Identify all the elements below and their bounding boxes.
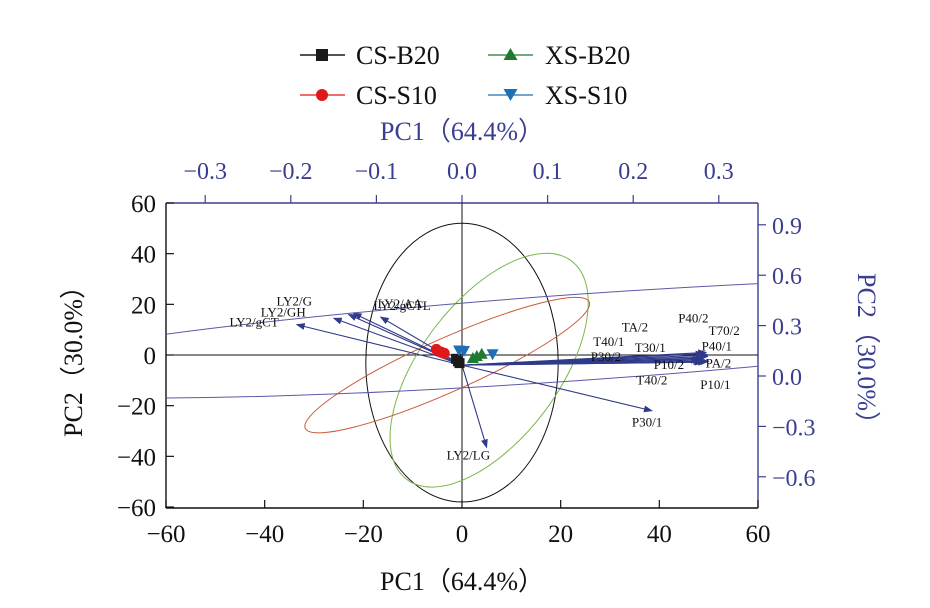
- confidence-ellipse-cs-s10: [304, 296, 591, 434]
- left-tick-label: −20: [117, 394, 156, 421]
- right-tick-label: −0.6: [772, 466, 816, 492]
- bottom-tick-label: 20: [548, 521, 573, 548]
- loading-label-ly2-lg: LY2/LG: [447, 447, 490, 462]
- score-point-xs-b20: [475, 347, 488, 359]
- loading-label-p40-2: P40/2: [678, 310, 708, 325]
- bottom-axis-title: PC1（64.4%）: [380, 567, 544, 596]
- top-tick-label: 0.3: [704, 159, 734, 185]
- loading-label-t30-1: T30/1: [635, 340, 666, 355]
- legend-marker-square-icon: [316, 49, 328, 61]
- loading-arrow-ly2-aa: [379, 316, 463, 366]
- loading-label-t40-1: T40/1: [593, 334, 624, 349]
- left-tick-label: −40: [117, 444, 156, 471]
- loading-label-ly2-gh: LY2/GH: [261, 304, 306, 319]
- top-tick-label: 0.1: [533, 159, 563, 185]
- top-tick-label: 0.0: [447, 159, 477, 185]
- legend-item-xs-b20[interactable]: XS-B20: [488, 41, 630, 70]
- loading-label-p30-2: P30/2: [591, 349, 621, 364]
- legend-marker-triangle-down-icon: [503, 89, 518, 101]
- loading-arrow-ly2-gct: [295, 323, 463, 366]
- score-point-xs-s10: [457, 345, 470, 357]
- loading-arrow-ly2-lg: [461, 364, 488, 449]
- bottom-tick-label: 0: [456, 521, 469, 548]
- legend-item-cs-s10[interactable]: CS-S10: [300, 81, 437, 110]
- right-tick-label: 0.9: [772, 214, 802, 240]
- right-axis-title: PC2（30.0%）: [852, 273, 881, 437]
- score-point-cs-s10: [438, 347, 450, 359]
- top-tick-label: 0.2: [618, 159, 648, 185]
- legend-item-xs-s10[interactable]: XS-S10: [488, 81, 627, 110]
- top-tick-label: −0.1: [355, 159, 399, 185]
- top-axis-title: PC1（64.4%）: [380, 117, 544, 146]
- legend-label-cs-s10: CS-S10: [356, 81, 437, 110]
- loading-label-p30-1: P30/1: [632, 415, 662, 430]
- legend: CS-B20 XS-B20 CS-S10 XS-S10: [300, 41, 630, 110]
- loading-label-t70-2: T70/2: [709, 323, 740, 338]
- loading-label-p10-2: P10/2: [654, 357, 684, 372]
- right-tick-label: −0.3: [772, 415, 816, 441]
- top-tick-label: −0.3: [183, 159, 227, 185]
- loading-arrow-p30-1: [461, 364, 653, 413]
- confidence-ellipse-xs-b20: [389, 252, 589, 488]
- legend-item-cs-b20[interactable]: CS-B20: [300, 41, 440, 70]
- loading-label-ly2-aa: LY2/AA: [378, 296, 424, 311]
- bottom-tick-label: −60: [146, 521, 185, 548]
- loading-arrow-p10-1: [461, 358, 708, 366]
- loading-label-p10-1: P10/1: [700, 377, 730, 392]
- left-tick-label: 40: [131, 242, 156, 269]
- loading-label-pa-2: PA/2: [706, 355, 732, 370]
- right-tick-label: 0.0: [772, 365, 802, 391]
- bottom-tick-label: 40: [647, 521, 672, 548]
- left-tick-label: 0: [144, 343, 157, 370]
- left-tick-label: 60: [131, 191, 156, 218]
- top-tick-label: −0.2: [269, 159, 313, 185]
- left-tick-label: −60: [117, 495, 156, 522]
- right-tick-label: 0.6: [772, 264, 802, 290]
- right-tick-label: 0.3: [772, 315, 802, 341]
- score-point-xs-s10: [486, 349, 499, 361]
- loading-label-t40-2: T40/2: [636, 373, 667, 388]
- loading-label-ta-2: TA/2: [622, 320, 648, 335]
- loading-label-ly2-g: LY2/G: [277, 293, 313, 308]
- bottom-tick-label: −40: [245, 521, 284, 548]
- loading-label-p40-1: P40/1: [702, 339, 732, 354]
- legend-marker-circle-icon: [316, 89, 328, 101]
- loading-label-ly2-gct: LY2/gCT: [229, 315, 278, 330]
- legend-label-cs-b20: CS-B20: [356, 41, 440, 70]
- legend-marker-triangle-up-icon: [503, 48, 518, 60]
- loading-label-ly2-gctl: LY2/gCTL: [373, 298, 430, 313]
- left-axis-title: PC2（30.0%）: [59, 273, 88, 437]
- left-tick-label: 20: [131, 292, 156, 319]
- legend-label-xs-s10: XS-S10: [545, 81, 627, 110]
- bottom-tick-label: 60: [746, 521, 771, 548]
- score-point-cs-b20: [454, 358, 465, 369]
- bottom-tick-label: −20: [344, 521, 383, 548]
- legend-label-xs-b20: XS-B20: [545, 41, 630, 70]
- confidence-ellipse-xs-s10: [166, 275, 758, 399]
